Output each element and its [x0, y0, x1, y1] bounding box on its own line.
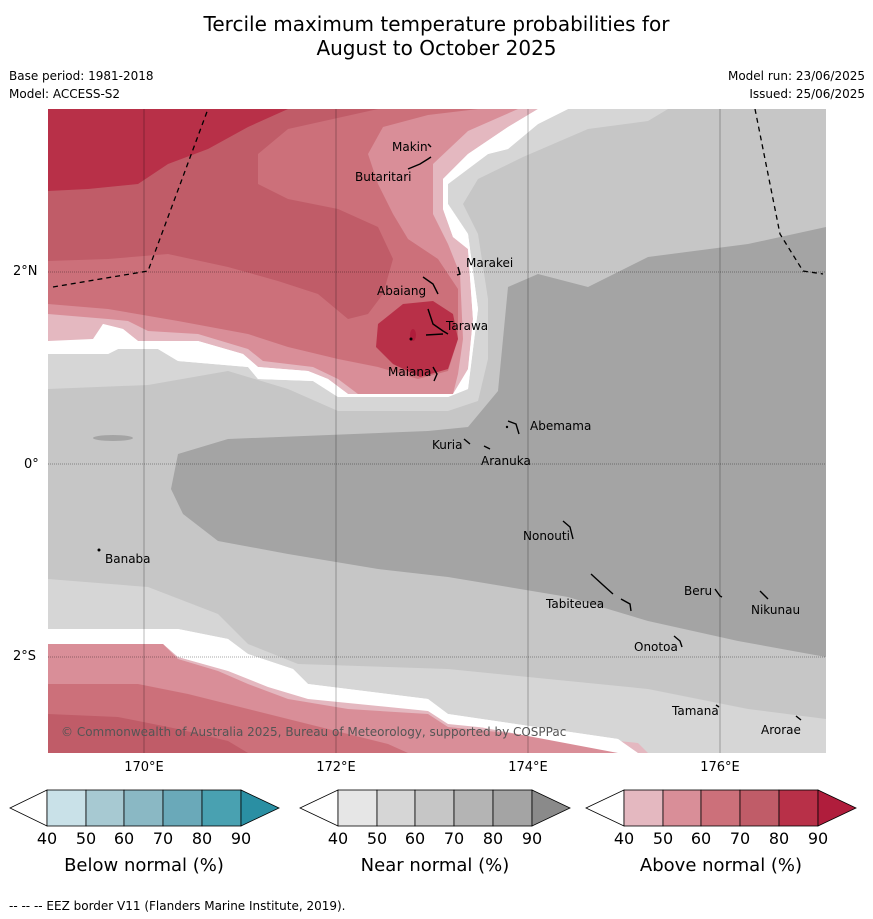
legend-above-swatch-4 [739, 789, 780, 827]
label-marakei: Marakei [466, 256, 513, 270]
label-nikunau: Nikunau [751, 603, 800, 617]
model-name: Model: ACCESS-S2 [9, 87, 121, 101]
legends: 40 50 60 70 80 90 Below normal (%) 40 50… [9, 789, 857, 876]
label-makin: Makin [392, 140, 428, 154]
label-tarawa: Tarawa [445, 319, 488, 333]
legend-below-swatch-2 [85, 789, 125, 827]
label-nonouti: Nonouti [523, 529, 570, 543]
lat-grid-lines [48, 271, 826, 658]
label-tabiteuea: Tabiteuea [545, 597, 604, 611]
legend-above-swatch-1 [623, 789, 664, 827]
legend-above-tick-40: 40 [614, 829, 634, 848]
label-butaritari: Butaritari [355, 170, 412, 184]
legend-near-swatch-4 [453, 789, 494, 827]
legend-above-swatch-5 [778, 789, 819, 827]
legend-near-min-arrow [299, 789, 339, 827]
lat-label-2n: 2°N [13, 264, 38, 279]
legend-above-swatch-2 [662, 789, 702, 827]
legend-above-tick-80: 80 [769, 829, 789, 848]
label-beru: Beru [684, 584, 712, 598]
label-kuria: Kuria [432, 438, 463, 452]
legend-near-normal: 40 50 60 70 80 90 Near normal (%) [299, 789, 571, 876]
legend-near-max-arrow [531, 789, 571, 827]
legend-below-min-arrow [9, 789, 48, 827]
legend-near-swatch-1 [337, 789, 378, 827]
white-band-top [48, 109, 568, 397]
island-dots [97, 337, 509, 552]
legend-near-tick-60: 60 [405, 829, 425, 848]
probability-map: Makin Butaritari Marakei Abaiang Tarawa … [48, 109, 826, 753]
legend-below-swatch-4 [162, 789, 203, 827]
legend-above-swatch-3 [700, 789, 741, 827]
copyright-text: © Commonwealth of Australia 2025, Bureau… [61, 725, 566, 739]
legend-near-tick-70: 70 [444, 829, 464, 848]
near-normal-60-region [171, 227, 826, 657]
legend-near-swatch-2 [376, 789, 416, 827]
label-banaba: Banaba [105, 552, 151, 566]
legend-near-tick-50: 50 [367, 829, 387, 848]
label-tamana: Tamana [671, 704, 719, 718]
legend-below-tick-40: 40 [37, 829, 57, 848]
legend-above-normal: 40 50 60 70 80 90 Above normal (%) [585, 789, 857, 876]
legend-below-tick-60: 60 [114, 829, 134, 848]
label-abemama: Abemama [530, 419, 591, 433]
legend-below-normal: 40 50 60 70 80 90 Below normal (%) [9, 789, 280, 876]
label-abaiang: Abaiang [377, 284, 426, 298]
legend-above-tick-50: 50 [653, 829, 673, 848]
legend-below-tick-90: 90 [231, 829, 251, 848]
label-arorae: Arorae [761, 723, 801, 737]
eez-borders [52, 109, 824, 288]
above-normal-80-top [48, 109, 288, 191]
legend-below-swatch-5 [201, 789, 242, 827]
eez-footnote: -- -- -- EEZ border V11 (Flanders Marine… [9, 899, 346, 913]
base-period: Base period: 1981-2018 [9, 69, 154, 83]
above-normal-70-bottom [48, 714, 248, 753]
lat-label-2s: 2°S [13, 649, 37, 664]
lon-label-176e: 176°E [700, 760, 740, 775]
label-onotoa: Onotoa [634, 640, 678, 654]
issued-date: Issued: 25/06/2025 [749, 87, 865, 101]
legend-below-tick-70: 70 [153, 829, 173, 848]
legend-near-title: Near normal (%) [361, 855, 510, 876]
legend-near-tick-80: 80 [483, 829, 503, 848]
legend-below-max-arrow [240, 789, 280, 827]
legend-near-tick-40: 40 [328, 829, 348, 848]
legend-above-tick-90: 90 [808, 829, 828, 848]
map-title-line1: Tercile maximum temperature probabilitie… [203, 12, 670, 36]
legend-below-tick-80: 80 [192, 829, 212, 848]
grid-lines [143, 109, 721, 753]
legend-below-swatch-1 [46, 789, 87, 827]
near-normal-spot [93, 435, 133, 441]
legend-near-tick-90: 90 [522, 829, 542, 848]
model-run: Model run: 23/06/2025 [727, 69, 865, 83]
legend-above-title: Above normal (%) [640, 855, 802, 876]
legend-below-title: Below normal (%) [64, 855, 224, 876]
legend-above-tick-60: 60 [691, 829, 711, 848]
meta-right: Model run: 23/06/2025 Issued: 25/06/2025 [728, 67, 865, 103]
lon-label-170e: 170°E [124, 760, 164, 775]
above-normal-80-tarawa [376, 301, 458, 377]
legend-below-tick-50: 50 [76, 829, 96, 848]
legend-above-min-arrow [585, 789, 625, 827]
lon-label-174e: 174°E [508, 760, 548, 775]
legend-below-swatch-3 [123, 789, 164, 827]
label-maiana: Maiana [388, 365, 431, 379]
islands [407, 143, 802, 721]
map-title-line2: August to October 2025 [316, 36, 557, 60]
meta-left: Base period: 1981-2018 Model: ACCESS-S2 [9, 67, 154, 103]
legend-near-swatch-3 [414, 789, 455, 827]
white-band-bottom [48, 629, 638, 753]
lat-label-0: 0° [24, 457, 39, 472]
legend-above-max-arrow [817, 789, 857, 827]
label-aranuka: Aranuka [481, 454, 531, 468]
map-title: Tercile maximum temperature probabilitie… [0, 12, 873, 60]
lon-label-172e: 172°E [316, 760, 356, 775]
legend-above-tick-70: 70 [730, 829, 750, 848]
legend-near-swatch-5 [492, 789, 533, 827]
